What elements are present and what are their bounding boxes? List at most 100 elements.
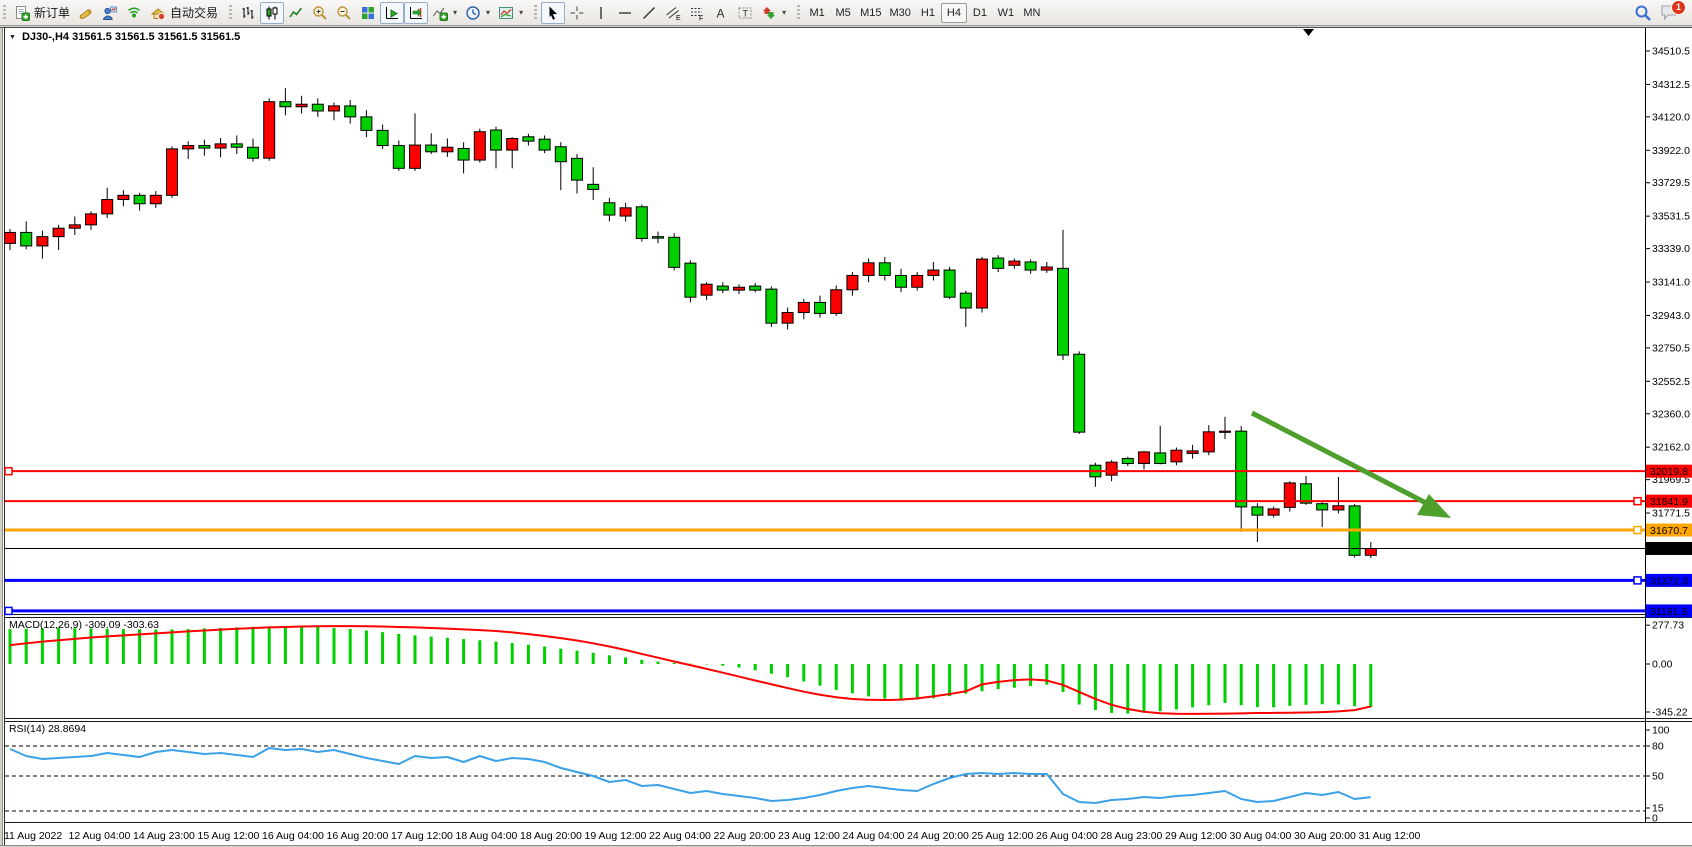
timeframe-M5[interactable]: M5 (830, 3, 856, 23)
bar-chart-button[interactable] (236, 2, 260, 24)
candle-bearish (1300, 483, 1312, 504)
time-axis-label: 18 Aug 04:00 (456, 830, 518, 842)
toolbar-grip[interactable] (3, 4, 6, 21)
notifications-button[interactable]: 1 (1660, 0, 1686, 23)
text-button[interactable]: A (709, 2, 733, 24)
line-handle[interactable] (1633, 496, 1642, 506)
timeframe-D1[interactable]: D1 (967, 3, 993, 23)
candlestick-chart-button[interactable] (260, 1, 285, 24)
candle-bullish (1332, 505, 1345, 511)
timeframe-M15[interactable]: M15 (856, 3, 885, 23)
gold-seal-icon (79, 8, 93, 19)
candle-bearish (376, 129, 389, 147)
toolbar-grip[interactable] (797, 4, 801, 21)
candle-bullish (830, 289, 843, 314)
crosshair-button[interactable] (565, 2, 589, 24)
price-tag (1646, 523, 1692, 537)
tile-windows-button[interactable] (356, 2, 380, 24)
candle-bearish (490, 129, 502, 151)
price-tick-label: 32360.0 (1652, 408, 1690, 420)
line-handle[interactable] (4, 466, 13, 476)
macd-tick-label: 0.00 (1652, 659, 1673, 671)
price-tick-label: 31771.5 (1652, 508, 1690, 520)
chart-shift-marker[interactable] (1303, 29, 1314, 36)
price-tick-label: 33339.0 (1652, 243, 1690, 255)
candle-bullish (1219, 430, 1231, 433)
trend-arrow-head[interactable] (1417, 494, 1451, 518)
autotrading-icon (150, 7, 166, 20)
template-icon (499, 6, 514, 19)
time-axis-label: 22 Aug 04:00 (649, 830, 711, 842)
candle-bearish (895, 274, 907, 288)
timeframe-H4[interactable]: H4 (940, 2, 967, 23)
candle-bearish (603, 202, 616, 216)
zoom-in-button[interactable] (308, 2, 332, 24)
zoom-in-icon (313, 5, 327, 20)
candle-bullish (1040, 266, 1053, 271)
periods-button[interactable]: ▾ (461, 2, 494, 24)
macd-signal-line (9, 625, 1372, 715)
candle-bullish (1283, 482, 1296, 508)
candle-bullish (1186, 450, 1199, 454)
line-handle[interactable] (4, 606, 13, 616)
price-axis[interactable]: 34510.5 34312.5 34120.0 33922.0 33729.5 33531… (1645, 46, 1690, 520)
line-handle[interactable] (1633, 525, 1642, 535)
trend-arrow[interactable] (1250, 410, 1451, 518)
candle-bearish (587, 183, 600, 190)
candle-bearish (311, 103, 324, 112)
svg-text:E: E (676, 15, 681, 21)
chart-window-title: ▼ DJ30-,H4 31561.5 31561.5 31561.5 31561… (9, 31, 240, 43)
time-axis-label: 11 Aug 2022 (4, 830, 62, 842)
text-label-button[interactable]: T (733, 2, 757, 24)
horizontal-line-button[interactable] (613, 2, 637, 24)
candle-bullish (295, 103, 308, 108)
rsi-tick-label: 0 (1652, 813, 1658, 825)
candle-bearish (1073, 353, 1086, 433)
vertical-line-button[interactable] (589, 2, 613, 24)
timeframe-M1[interactable]: M1 (804, 3, 830, 23)
crosshair-icon (570, 6, 584, 19)
auto-scroll-button[interactable] (380, 1, 405, 24)
price-tag (1646, 604, 1692, 618)
candle-bullish (85, 213, 97, 226)
toolbar-grip[interactable] (534, 4, 538, 21)
fibonacci-button[interactable]: F (685, 2, 709, 24)
candle-bearish (344, 105, 357, 118)
vertical-line-icon (600, 6, 602, 19)
market-watch-button[interactable] (74, 2, 98, 24)
templates-button[interactable]: ▾ (494, 2, 527, 24)
candle-bearish (20, 231, 33, 247)
candle-bullish (52, 227, 65, 238)
toolbar-group-standard: 新订单 自动交易 (0, 1, 226, 25)
cursor-button[interactable] (541, 1, 566, 24)
one-click-trading-toggle[interactable]: ▼ (9, 33, 16, 41)
time-axis[interactable]: 11 Aug 2022 12 Aug 04:00 14 Aug 23:00 15 Au… (4, 830, 1421, 842)
trend-arrow-line[interactable] (1250, 410, 1432, 508)
line-handle[interactable] (1633, 576, 1642, 585)
arrows-objects-button[interactable]: ▾ (757, 2, 790, 24)
line-chart-button[interactable] (284, 2, 308, 24)
timeframe-M30[interactable]: M30 (886, 3, 915, 23)
candle-bullish (1138, 451, 1150, 465)
candle-bullish (473, 131, 486, 161)
timeframe-W1[interactable]: W1 (993, 3, 1019, 23)
chart-shift-button[interactable] (404, 1, 429, 24)
timeframe-H1[interactable]: H1 (915, 3, 941, 23)
rsi-tick-label: 50 (1652, 771, 1664, 783)
trendline-button[interactable] (637, 2, 661, 24)
autotrading-button[interactable]: 自动交易 (146, 2, 222, 24)
signals-button[interactable] (122, 2, 146, 24)
dropdown-arrow-icon: ▾ (486, 8, 491, 17)
timeframe-MN[interactable]: MN (1019, 3, 1045, 23)
indicators-button[interactable]: ▾ (428, 2, 461, 24)
equidistant-channel-button[interactable]: E (661, 2, 685, 24)
candle-bullish (117, 194, 130, 201)
search-icon[interactable] (1634, 4, 1652, 22)
horizontal-level-lines[interactable] (4, 466, 1645, 616)
zoom-out-button[interactable] (332, 2, 356, 24)
strategy-tester-button[interactable] (98, 2, 122, 24)
toolbar-grip[interactable] (229, 4, 233, 21)
new-order-button[interactable]: 新订单 (10, 2, 74, 24)
candle-bearish (425, 144, 438, 153)
candle-bearish (668, 236, 681, 268)
